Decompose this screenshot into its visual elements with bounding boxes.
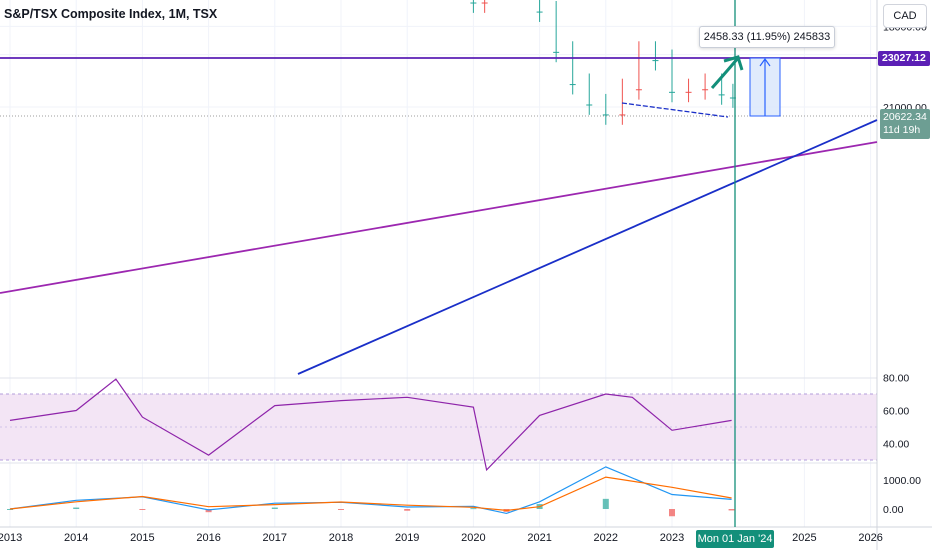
- green-up-arrow-icon[interactable]: [710, 57, 740, 89]
- candle-body: [481, 2, 488, 4]
- last-price-tag: 20622.34 11d 19h: [880, 109, 930, 139]
- macd-histogram-bar: [205, 509, 212, 513]
- time-tick-label: 2023: [660, 532, 684, 544]
- wedge-top-line[interactable]: [621, 102, 729, 118]
- time-tick-label: 2019: [395, 532, 419, 544]
- macd-line: [9, 466, 732, 515]
- macd-tick-label: 0.00: [883, 504, 904, 516]
- candle-body: [619, 114, 626, 116]
- rsi-tick-label: 60.00: [883, 406, 909, 418]
- candle-body: [669, 91, 675, 93]
- green-arrowhead-icon: [723, 55, 744, 71]
- macd-histogram-bar: [602, 498, 609, 509]
- rsi-line: [9, 378, 732, 472]
- time-tick-label: 2018: [329, 532, 353, 544]
- time-tick-label: 2022: [594, 532, 618, 544]
- measure-arrowhead-icon: [759, 57, 771, 67]
- time-tick-label: 2020: [461, 532, 485, 544]
- measure-tooltip: 2458.33 (11.95%) 245833: [699, 26, 835, 48]
- candle-body: [470, 2, 477, 4]
- purple-trendline[interactable]: [0, 141, 878, 294]
- macd-histogram-bar: [271, 507, 278, 509]
- macd-histogram-bar: [7, 509, 13, 510]
- candle-body: [702, 89, 709, 91]
- candle-body: [685, 91, 692, 93]
- candle-body: [729, 97, 736, 99]
- time-tick-label: 2025: [792, 532, 816, 544]
- time-tick-label: 2017: [263, 532, 287, 544]
- price-axis-labels: 21000.0019000.0018000.0016800.0015600.00…: [883, 21, 927, 516]
- candle-body: [569, 84, 576, 86]
- candle-body: [553, 51, 560, 53]
- currency-button[interactable]: CAD: [883, 4, 927, 28]
- candle-body: [652, 60, 659, 62]
- candle-body: [536, 11, 543, 13]
- macd-histogram-bar: [139, 509, 146, 510]
- cursor-date-tag: Mon 01 Jan '24: [696, 530, 774, 548]
- candle-body: [635, 89, 642, 91]
- macd-tick-label: 1000.00: [883, 475, 921, 487]
- time-tick-label: 2021: [527, 532, 551, 544]
- macd-histogram-bar: [728, 509, 735, 511]
- time-tick-label: 2013: [0, 532, 22, 544]
- macd-histogram-bar: [669, 509, 675, 517]
- time-axis-labels: 2013 2014 2015 2016 2017 2018 2019 2020 2021 2022…: [0, 532, 883, 544]
- candle-body: [718, 94, 725, 96]
- signal-line: [9, 476, 732, 512]
- time-tick-label: 2015: [130, 532, 154, 544]
- blue-trendline[interactable]: [297, 119, 878, 375]
- time-tick-label: 2014: [64, 532, 88, 544]
- resistance-price-tag: 23027.12: [878, 51, 930, 66]
- time-tick-label: 2016: [196, 532, 220, 544]
- macd-histogram-bar: [404, 509, 411, 511]
- last-price-value: 20622.34: [883, 111, 927, 123]
- time-tick-label: 2026: [858, 532, 882, 544]
- countdown-value: 11d 19h: [883, 124, 921, 136]
- macd-histogram-bar: [470, 508, 477, 510]
- candle-body: [602, 114, 609, 116]
- macd-histogram: [7, 498, 735, 517]
- chart-title: S&P/TSX Composite Index, 1M, TSX: [4, 7, 218, 21]
- rsi-tick-label: 80.00: [883, 373, 909, 385]
- macd-histogram-bar: [73, 507, 80, 509]
- macd-histogram-bar: [338, 509, 344, 510]
- rsi-tick-label: 40.00: [883, 439, 909, 451]
- candle-body: [586, 104, 593, 106]
